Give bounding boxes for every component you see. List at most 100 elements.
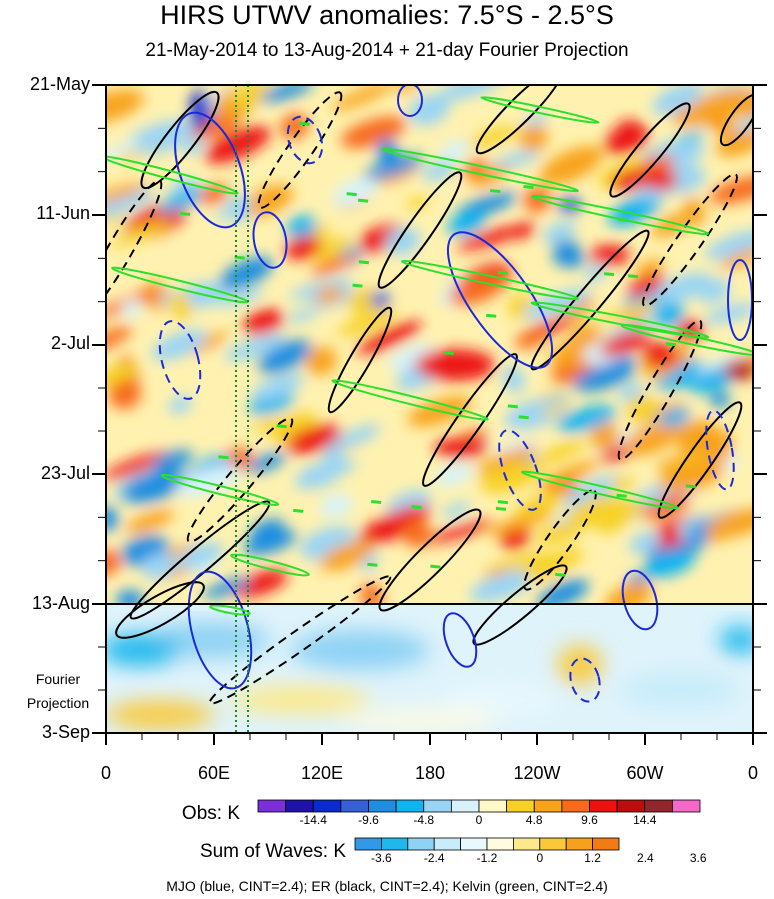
- waves-colorbar-label: Sum of Waves: K: [199, 841, 346, 862]
- obs-anomaly-patch: [636, 259, 664, 278]
- obs-anomaly-patch: [539, 145, 604, 185]
- contour-line: [657, 401, 743, 519]
- colorbar-tick-label: -4.8: [413, 813, 435, 827]
- contour-line: [346, 192, 357, 197]
- obs-anomaly-patch: [467, 126, 518, 148]
- obs-anomaly-patch: [523, 187, 551, 213]
- contour-line: [685, 484, 696, 489]
- obs-colorbar-label: Obs: K: [181, 803, 240, 824]
- obs-anomaly-patch: [609, 356, 636, 373]
- contour-line: [186, 417, 294, 543]
- obs-anomaly-patch: [438, 140, 471, 161]
- obs-anomaly-patch: [422, 160, 456, 182]
- contour-line: [530, 229, 650, 371]
- contour-line: [106, 179, 163, 321]
- contour-line: [609, 102, 691, 198]
- y-tick-label: 21-May: [29, 74, 90, 94]
- obs-anomaly-patch: [654, 302, 685, 327]
- contour-line: [352, 283, 363, 288]
- contour-line: [603, 272, 615, 277]
- obs-anomaly-patch: [408, 93, 450, 126]
- obs-anomaly-patch: [511, 394, 573, 416]
- obs-anomaly-patch: [332, 177, 378, 207]
- x-tick-label: 60E: [197, 763, 231, 783]
- contour-line: [367, 562, 378, 567]
- projection-patch: [620, 672, 740, 708]
- obs-anomaly-patch: [599, 330, 652, 357]
- contour-line: [497, 500, 508, 505]
- y-tick-label: 23-Jul: [40, 463, 90, 483]
- obs-anomaly-patch: [629, 531, 661, 555]
- obs-anomaly-patch: [568, 495, 623, 527]
- obs-anomaly-patch: [524, 112, 548, 127]
- contour-line: [486, 313, 497, 318]
- obs-anomaly-patch: [106, 506, 119, 532]
- obs-anomaly-patch: [314, 286, 345, 304]
- obs-anomaly-patch: [106, 182, 148, 204]
- obs-anomaly-patch: [230, 85, 269, 107]
- obs-anomaly-patch: [514, 329, 548, 349]
- contour-line: [521, 470, 679, 510]
- obs-anomaly-patch: [704, 303, 753, 324]
- obs-anomaly-patch: [340, 116, 407, 149]
- obs-anomaly-patch: [456, 225, 525, 251]
- colorbar-swatch: [644, 799, 673, 813]
- obs-anomaly-patch: [379, 504, 431, 530]
- contour-line: [497, 270, 508, 275]
- obs-anomaly-core: [590, 245, 630, 265]
- obs-anomaly-patch: [258, 339, 312, 374]
- colorbar-tick-label: 14.4: [633, 813, 657, 827]
- contour-line: [174, 111, 246, 229]
- obs-anomaly-patch: [402, 518, 432, 548]
- projection-patch: [340, 710, 500, 730]
- y-tick-label: 11-Jun: [36, 203, 90, 223]
- colorbar-tick-label: 0: [536, 851, 544, 865]
- colorbar-tick-label: -14.4: [299, 813, 327, 827]
- colorbar-swatch: [513, 837, 541, 851]
- obs-anomaly-patch: [694, 432, 732, 456]
- obs-anomaly-patch: [566, 255, 587, 268]
- obs-anomaly-patch: [604, 582, 653, 604]
- chart-title: HIRS UTWV anomalies: 7.5°S - 2.5°S: [160, 0, 614, 30]
- obs-anomaly-patch: [715, 130, 753, 157]
- projection-patch: [150, 622, 270, 658]
- waves-colorbar: [354, 837, 620, 851]
- contour-line: [140, 90, 220, 190]
- obs-anomaly-patch: [305, 346, 338, 376]
- obs-anomaly-patch: [709, 176, 753, 204]
- obs-anomaly-patch: [175, 465, 241, 498]
- colorbar-swatch: [340, 799, 369, 813]
- obs-anomaly-patch: [243, 530, 297, 555]
- contour-line: [642, 173, 738, 307]
- obs-anomaly-patch: [705, 508, 753, 539]
- contour-line: [286, 115, 324, 165]
- contour-line: [208, 575, 392, 705]
- contour-line: [627, 274, 639, 279]
- contour-line: [381, 147, 579, 193]
- colorbar-tick-label: 9.6: [581, 813, 598, 827]
- contour-line: [252, 211, 288, 269]
- colorbar-swatch: [589, 799, 618, 813]
- obs-anomaly-patch: [435, 462, 474, 487]
- obs-anomaly-patch: [609, 476, 634, 493]
- contour-line: [331, 379, 489, 421]
- contour-line: [377, 171, 463, 289]
- contour-line: [498, 429, 542, 511]
- obs-anomaly-patch: [690, 88, 753, 122]
- obs-anomaly-patch: [542, 221, 577, 243]
- contour-line: [430, 564, 441, 569]
- wave-contours: [106, 85, 753, 705]
- axis-ticks: [92, 84, 767, 745]
- obs-anomaly-patch: [331, 424, 381, 450]
- contour-line: [218, 455, 229, 460]
- obs-anomaly-patch: [626, 394, 658, 425]
- contour-line: [523, 489, 597, 591]
- colorbar-swatch: [380, 837, 409, 851]
- contour-line: [400, 259, 580, 301]
- contour-line: [620, 323, 753, 357]
- projection-patch: [558, 645, 602, 685]
- obs-anomaly-patch: [288, 277, 352, 300]
- obs-anomaly-patch: [549, 334, 603, 365]
- obs-anomaly-patch: [204, 126, 271, 164]
- obs-anomaly-patch: [110, 220, 170, 248]
